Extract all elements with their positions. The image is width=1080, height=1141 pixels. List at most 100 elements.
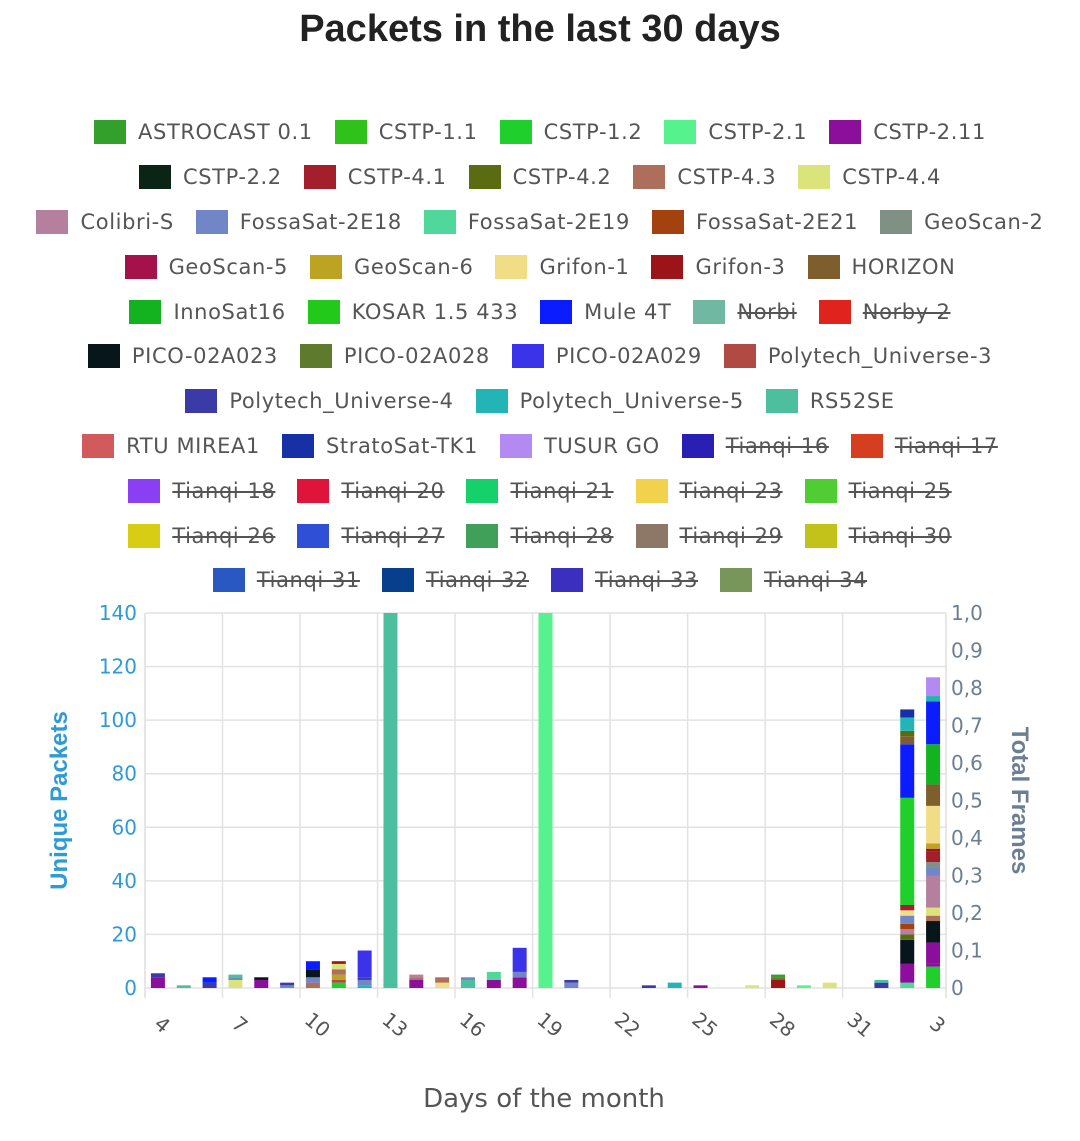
legend-item[interactable]: FossaSat-2E19 xyxy=(423,209,630,234)
x-tick-label: 3 xyxy=(925,1011,950,1038)
legend-item[interactable]: Colibri-S xyxy=(36,209,173,234)
legend-item[interactable]: Tianqi-17 xyxy=(850,433,998,458)
legend-item[interactable]: Polytech_Universe-3 xyxy=(723,344,992,369)
legend-swatch xyxy=(468,165,501,190)
bar-segment xyxy=(202,982,217,988)
legend-label: ASTROCAST 0.1 xyxy=(138,120,313,145)
legend-item[interactable]: KOSAR 1.5 433 xyxy=(307,299,518,324)
legend-item[interactable]: Tianqi-28 xyxy=(466,523,614,548)
legend-item[interactable]: CSTP-4.1 xyxy=(303,165,447,190)
legend-label: CSTP-2.2 xyxy=(182,165,282,190)
bar-segment xyxy=(822,982,837,988)
legend-item[interactable]: StratoSat-TK1 xyxy=(281,433,478,458)
legend-item[interactable]: Tianqi-25 xyxy=(804,478,952,503)
bar-segment xyxy=(926,942,941,964)
bar-segment xyxy=(926,875,941,908)
legend-item[interactable]: FossaSat-2E18 xyxy=(195,209,402,234)
bar-segment xyxy=(486,979,501,988)
legend-swatch xyxy=(635,478,668,503)
legend-item[interactable]: Tianqi-20 xyxy=(297,478,444,503)
legend-label: Norby-2 xyxy=(862,299,951,324)
legend-item[interactable]: CSTP-1.2 xyxy=(499,120,643,145)
legend-swatch xyxy=(511,344,544,369)
legend-label: CSTP-4.2 xyxy=(512,165,612,190)
legend-item[interactable]: Tianqi-27 xyxy=(297,523,445,548)
legend-swatch xyxy=(138,165,171,190)
legend-swatch xyxy=(681,433,714,458)
legend-swatch xyxy=(723,344,756,369)
legend-item[interactable]: Tianqi-33 xyxy=(551,568,698,593)
legend-item[interactable]: Tianqi-21 xyxy=(466,478,613,503)
bar-segment xyxy=(254,979,269,988)
legend-swatch xyxy=(765,389,798,414)
legend-swatch xyxy=(212,568,245,593)
legend-swatch xyxy=(693,299,726,324)
legend-row: GeoScan-5 GeoScan-6 Grifon-1 Grifon-3 HORIZO… xyxy=(20,244,1060,289)
legend-row: PICO-02A023 PICO-02A028 PICO-02A029 Polytec… xyxy=(20,334,1060,379)
legend-item[interactable]: Tianqi-26 xyxy=(128,523,275,548)
legend-swatch xyxy=(185,389,218,414)
legend-swatch xyxy=(499,120,532,145)
bar-segment xyxy=(150,973,165,978)
bar-segment xyxy=(641,985,656,988)
legend-item[interactable]: Polytech_Universe-4 xyxy=(185,389,453,414)
legend-item[interactable]: PICO-02A028 xyxy=(299,344,490,369)
legend-label: CSTP-1.1 xyxy=(378,120,478,145)
legend-item[interactable]: GeoScan-5 xyxy=(124,254,288,279)
legend-item[interactable]: PICO-02A023 xyxy=(87,344,278,369)
legend-item[interactable]: Tianqi-18 xyxy=(128,478,276,503)
legend-label: Grifon-3 xyxy=(695,254,786,279)
bar-segment xyxy=(357,950,372,978)
legend-swatch xyxy=(128,523,161,548)
legend-item[interactable]: Grifon-1 xyxy=(495,254,629,279)
legend-item[interactable]: GeoScan-2 xyxy=(880,209,1043,234)
legend-item[interactable]: Tianqi-32 xyxy=(381,568,529,593)
bar-segment xyxy=(745,985,760,988)
bar-segment xyxy=(900,736,915,745)
legend-item[interactable]: RS52SE xyxy=(765,389,895,414)
legend-swatch xyxy=(307,299,340,324)
legend-item[interactable]: CSTP-4.3 xyxy=(633,165,776,190)
legend-item[interactable]: HORIZON xyxy=(807,254,956,279)
legend-item[interactable]: RTU MIREA1 xyxy=(82,433,260,458)
legend-label: Tianqi-28 xyxy=(510,523,614,548)
legend-item[interactable]: CSTP-4.2 xyxy=(468,165,612,190)
legend-item[interactable]: Polytech_Universe-5 xyxy=(475,389,744,414)
legend-swatch xyxy=(36,209,69,234)
legend-label: Tianqi-27 xyxy=(341,523,445,548)
legend-item[interactable]: Mule 4T xyxy=(540,299,671,324)
bar-segment xyxy=(900,709,915,718)
legend-item[interactable]: Tianqi-29 xyxy=(635,523,783,548)
legend-swatch xyxy=(804,523,837,548)
legend-item[interactable]: Norbi xyxy=(693,299,796,324)
legend-item[interactable]: FossaSat-2E21 xyxy=(651,209,858,234)
legend-row: ASTROCAST 0.1 CSTP-1.1 CSTP-1.2 CSTP-2.1 CST… xyxy=(20,110,1060,155)
legend-swatch xyxy=(798,165,831,190)
legend-item[interactable]: GeoScan-6 xyxy=(310,254,473,279)
legend-item[interactable]: PICO-02A029 xyxy=(511,344,702,369)
legend-item[interactable]: InnoSat16 xyxy=(129,299,285,324)
legend-swatch xyxy=(195,209,228,234)
legend-item[interactable]: Norby-2 xyxy=(818,299,951,324)
legend-item[interactable]: Tianqi-16 xyxy=(681,433,829,458)
bar-segment xyxy=(926,744,941,785)
bar-segment xyxy=(926,867,941,876)
legend-item[interactable]: CSTP-2.2 xyxy=(138,165,282,190)
bar-segment xyxy=(305,961,320,970)
legend-swatch xyxy=(651,254,684,279)
legend-item[interactable]: Grifon-3 xyxy=(651,254,786,279)
legend-item[interactable]: TUSUR GO xyxy=(499,433,660,458)
legend-item[interactable]: Tianqi-31 xyxy=(212,568,360,593)
legend-swatch xyxy=(303,165,336,190)
bar-segment xyxy=(564,982,579,988)
legend-item[interactable]: CSTP-1.1 xyxy=(334,120,478,145)
legend-item[interactable]: Tianqi-34 xyxy=(720,568,867,593)
legend-item[interactable]: Tianqi-30 xyxy=(804,523,952,548)
bar-segment xyxy=(900,915,915,924)
legend-item[interactable]: CSTP-2.11 xyxy=(829,120,986,145)
legend-item[interactable]: Tianqi-23 xyxy=(635,478,783,503)
legend-item[interactable]: CSTP-4.4 xyxy=(798,165,941,190)
legend-label: Tianqi-18 xyxy=(172,478,276,503)
legend-item[interactable]: CSTP-2.1 xyxy=(664,120,807,145)
legend-item[interactable]: ASTROCAST 0.1 xyxy=(94,120,313,145)
